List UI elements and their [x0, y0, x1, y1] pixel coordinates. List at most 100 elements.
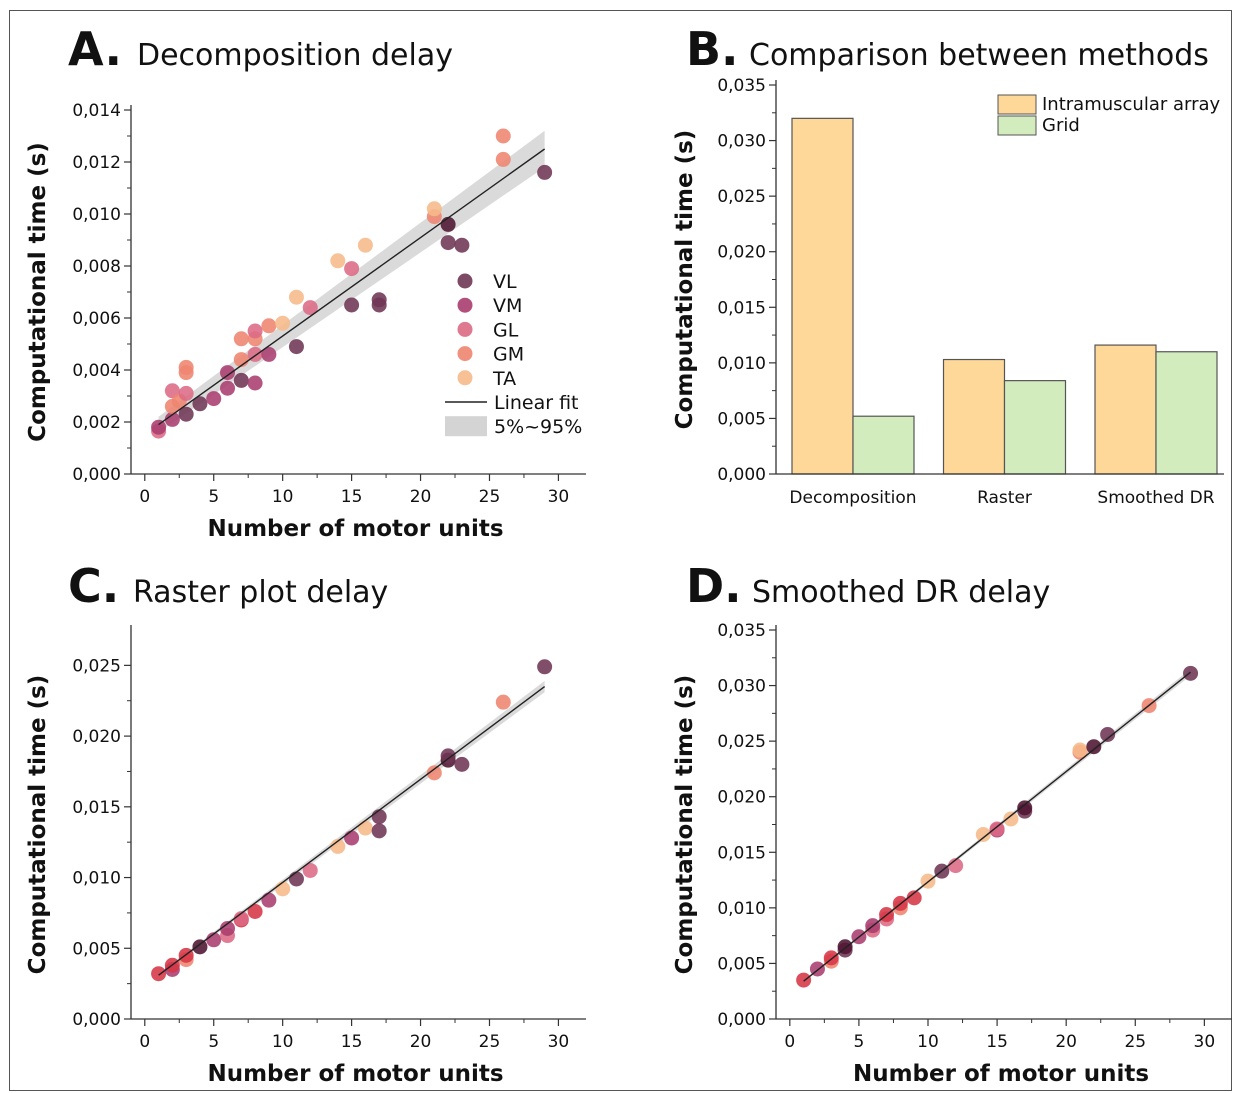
data-point	[261, 346, 277, 362]
y-axis-title: Computational time (s)	[672, 675, 698, 975]
data-point	[288, 289, 304, 305]
data-point	[796, 972, 812, 988]
panel-letter: B.	[686, 22, 739, 76]
x-axis-title: Number of motor units	[207, 1061, 503, 1087]
legend-label: 5%~95%	[494, 416, 582, 438]
x-tick-label: 5	[208, 1032, 219, 1052]
data-point	[537, 164, 553, 180]
data-point	[537, 659, 553, 675]
legend-label: VL	[493, 271, 517, 293]
y-tick-label: 0,010	[717, 899, 766, 919]
y-tick-label: 0,002	[72, 413, 121, 433]
y-tick-label: 0,025	[717, 187, 766, 207]
x-tick-label: 30	[548, 487, 570, 507]
legend-marker	[457, 370, 473, 386]
legend-marker	[457, 321, 473, 337]
data-point	[371, 292, 387, 308]
data-point	[371, 823, 387, 839]
x-tick-label: 25	[479, 1032, 501, 1052]
data-point	[495, 128, 511, 144]
data-point	[426, 765, 442, 781]
legend-label: VM	[493, 295, 522, 317]
x-category-label: Decomposition	[789, 488, 916, 508]
data-point	[275, 315, 291, 331]
x-tick-label: 0	[139, 1032, 150, 1052]
data-point	[1017, 800, 1033, 816]
data-point	[233, 331, 249, 347]
bar	[942, 358, 1006, 475]
x-tick-label: 25	[1124, 1032, 1146, 1052]
y-tick-label: 0,000	[717, 1010, 766, 1030]
x-category-label: Smoothed DR	[1097, 488, 1214, 508]
y-axis-title: Computational time (s)	[25, 142, 51, 442]
data-point	[454, 756, 470, 772]
y-tick-label: 0,006	[72, 309, 121, 329]
data-point	[261, 892, 277, 908]
data-point	[151, 419, 167, 435]
legend-label: GM	[493, 344, 524, 366]
data-point	[275, 881, 291, 897]
x-axis-title: Number of motor units	[207, 516, 503, 542]
x-tick-label: 5	[853, 1032, 864, 1052]
linear-fit-line	[158, 148, 546, 426]
y-tick-label: 0,005	[717, 409, 766, 429]
data-point	[178, 385, 194, 401]
x-tick-label: 20	[410, 487, 432, 507]
y-tick-label: 0,010	[72, 205, 121, 225]
data-point	[906, 890, 922, 906]
legend-marker	[457, 273, 473, 289]
data-point	[975, 827, 991, 843]
y-tick-label: 0,015	[717, 298, 766, 318]
data-point	[495, 694, 511, 710]
x-tick-label: 20	[410, 1032, 432, 1052]
legend-band	[445, 416, 487, 437]
legend-label: Grid	[1042, 115, 1080, 136]
y-tick-label: 0,000	[72, 465, 121, 485]
data-point	[357, 820, 373, 836]
legend-marker	[457, 297, 473, 313]
panel-letter: C.	[68, 559, 119, 613]
y-tick-label: 0,015	[72, 798, 121, 818]
panel-c-raster-plot-delay: C. Raster plot delay 0,000 0,005 0,010 0,015 0…	[25, 559, 586, 1087]
y-tick-label: 0,020	[72, 727, 121, 747]
data-point	[948, 858, 964, 874]
data-point	[302, 300, 318, 316]
bar	[852, 415, 915, 475]
y-tick-label: 0,010	[717, 354, 766, 374]
linear-fit-line	[158, 686, 546, 976]
legend-label: GL	[493, 319, 519, 341]
data-point	[206, 391, 222, 407]
y-tick-label: 0,030	[717, 677, 766, 697]
data-point	[247, 375, 263, 391]
panel-title: Raster plot delay	[133, 575, 388, 610]
y-tick-label: 0,035	[717, 621, 766, 641]
legend-marker	[457, 346, 473, 362]
x-category-label: Raster	[977, 488, 1032, 508]
data-point	[220, 920, 236, 936]
y-axis-title: Computational time (s)	[672, 130, 698, 430]
data-point	[1072, 742, 1088, 758]
x-tick-label: 15	[341, 487, 363, 507]
y-tick-label: 0,025	[717, 732, 766, 752]
x-tick-label: 30	[548, 1032, 570, 1052]
data-point	[233, 372, 249, 388]
y-tick-label: 0,020	[717, 788, 766, 808]
data-point	[440, 235, 456, 251]
data-point	[454, 237, 470, 253]
x-axis-title: Number of motor units	[853, 1061, 1149, 1087]
y-tick-label: 0,004	[72, 361, 121, 381]
y-tick-label: 0,000	[72, 1010, 121, 1030]
panel-b-comparison-between-methods: B. Comparison between methods Decompositio…	[672, 22, 1224, 508]
data-point	[151, 966, 167, 982]
data-point	[261, 318, 277, 334]
x-tick-label: 15	[986, 1032, 1008, 1052]
x-tick-label: 0	[784, 1032, 795, 1052]
x-tick-label: 10	[272, 487, 294, 507]
y-axis-title: Computational time (s)	[25, 675, 51, 975]
data-point	[192, 396, 208, 412]
y-tick-label: 0,030	[717, 132, 766, 152]
x-tick-label: 25	[479, 487, 501, 507]
panel-title: Smoothed DR delay	[752, 575, 1050, 610]
y-tick-label: 0,008	[72, 257, 121, 277]
